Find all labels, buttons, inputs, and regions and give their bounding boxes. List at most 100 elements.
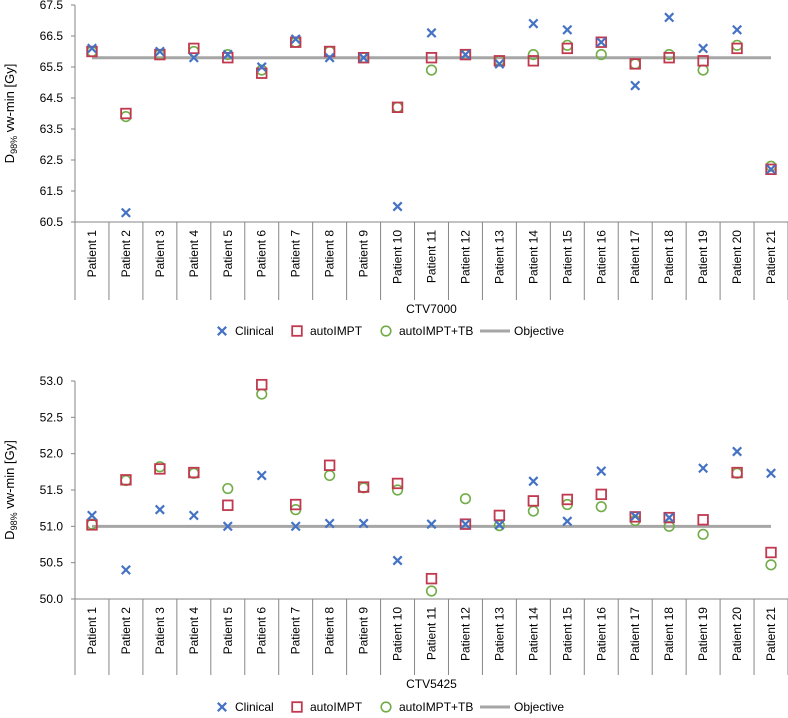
data-point-circle <box>425 64 438 76</box>
data-point-asterisk <box>562 24 573 35</box>
data-point-circle <box>595 501 607 513</box>
data-point-asterisk <box>630 80 641 91</box>
data-point-asterisk <box>154 46 165 57</box>
data-point-circle <box>120 110 132 123</box>
data-point-circle <box>222 482 234 495</box>
x-tick-label: Patient 3 <box>153 230 167 278</box>
y-tick-label: 50.0 <box>40 592 64 606</box>
data-point-asterisk <box>154 504 165 515</box>
y-axis-title: D98% vw-min [Gy] <box>2 440 19 540</box>
legend-item-clinical: Clinical <box>217 700 274 714</box>
x-tick-label: Patient 9 <box>357 607 371 655</box>
data-point-square <box>154 463 166 475</box>
data-point-asterisk-stroke-b <box>324 518 335 529</box>
x-tick-label: Patient 12 <box>458 607 472 661</box>
x-tick-label: Patient 7 <box>289 230 303 278</box>
data-point-asterisk <box>426 519 437 530</box>
x-tick-label: Patient 5 <box>221 230 235 278</box>
data-point-circle <box>527 48 539 61</box>
y-axis-title-rest: vw-min [Gy] <box>2 64 17 136</box>
data-point-square <box>391 477 404 490</box>
legend-item-autoIMPT_TB: autoIMPT+TB <box>380 324 473 338</box>
data-point-square <box>697 514 709 526</box>
legend-item-objective: Objective <box>480 324 564 338</box>
data-point-square <box>459 518 472 530</box>
data-point-asterisk <box>562 516 573 527</box>
data-point-asterisk-stroke-b <box>732 446 743 457</box>
data-point-square <box>222 52 234 64</box>
data-point-asterisk <box>188 52 199 63</box>
y-tick-label: 64.5 <box>40 91 64 105</box>
x-tick-label: Patient 10 <box>391 607 405 661</box>
data-point-asterisk-stroke-b <box>188 510 199 521</box>
x-tick-label: Patient 4 <box>187 230 201 278</box>
data-point-asterisk <box>358 52 369 63</box>
x-tick-label: Patient 18 <box>662 230 676 284</box>
data-point-asterisk-stroke-b <box>664 512 675 523</box>
x-tick-label: Patient 8 <box>323 607 337 655</box>
x-tick-label: Patient 13 <box>492 230 506 284</box>
data-point-asterisk-stroke-b <box>596 466 607 477</box>
data-point-square <box>256 378 268 391</box>
x-tick-label: Patient 11 <box>425 230 439 283</box>
data-point-asterisk <box>664 12 675 23</box>
y-tick-label: 66.5 <box>40 29 64 43</box>
data-point-asterisk-stroke-b <box>528 476 539 487</box>
legend-item-autoIMPT: autoIMPT <box>291 700 363 714</box>
data-point-asterisk-stroke-b <box>494 519 505 530</box>
data-point-asterisk-stroke-b <box>188 52 199 63</box>
data-point-asterisk-stroke-b <box>324 52 335 63</box>
data-point-circle <box>256 388 268 400</box>
data-point-asterisk <box>256 62 267 72</box>
y-tick-label: 52.5 <box>40 410 64 424</box>
chart-ctv5425: 50.0 50.5 51.0 51.5 52.0 52.5 53.0 D98% vw-min … <box>2 374 788 714</box>
x-tick-label: Patient 8 <box>323 230 337 278</box>
legend-label: autoIMPT <box>310 700 363 714</box>
data-point-asterisk-stroke-b <box>528 18 539 29</box>
data-point-square <box>629 58 641 70</box>
data-point-asterisk-stroke-b <box>392 555 403 566</box>
data-point-asterisk-stroke-b <box>562 516 573 527</box>
data-point-asterisk-stroke-b <box>698 43 709 54</box>
data-point-square <box>120 107 132 120</box>
x-tick-label: Patient 20 <box>730 230 744 284</box>
x-tick-label: Patient 12 <box>458 230 472 284</box>
data-point-square <box>289 36 302 48</box>
y-tick-label: 51.0 <box>40 519 64 533</box>
data-point-square <box>188 466 200 479</box>
data-point-asterisk <box>698 463 709 474</box>
x-tick-label: Patient 6 <box>255 230 269 278</box>
data-point-square <box>663 511 675 524</box>
data-point-circle <box>425 585 438 597</box>
data-point-asterisk-stroke-b <box>86 43 97 54</box>
data-point-asterisk-stroke-b <box>460 49 471 60</box>
y-axis-title-sub: 98% <box>9 136 19 154</box>
y-tick-label: 52.0 <box>40 447 64 461</box>
y-axis-title-main: D <box>2 530 17 539</box>
data-point-circle <box>731 39 743 51</box>
data-point-asterisk <box>732 24 743 35</box>
data-point-circle <box>391 101 404 113</box>
x-tick-label: Patient 15 <box>560 607 574 661</box>
x-tick-label: Patient 16 <box>594 607 608 661</box>
data-point-asterisk-stroke-b <box>154 46 165 57</box>
legend-marker-asterisk-stroke-b <box>217 326 227 336</box>
data-point-square <box>425 572 438 585</box>
data-point-square <box>323 459 336 471</box>
y-tick-label: 63.5 <box>40 122 64 136</box>
x-tick-label: Patient 19 <box>696 607 710 661</box>
data-point-asterisk-stroke-b <box>358 518 369 529</box>
data-point-circle <box>629 58 641 70</box>
data-point-asterisk-stroke-b <box>120 564 131 575</box>
data-point-square <box>222 499 234 511</box>
x-tick-label: Patient 9 <box>357 230 371 278</box>
y-tick-label: 65.5 <box>40 60 64 74</box>
x-tick-label: Patient 14 <box>526 230 540 284</box>
x-tick-label: Patient 13 <box>492 607 506 661</box>
data-point-asterisk <box>324 518 335 529</box>
data-point-square <box>86 519 98 531</box>
x-tick-label: Patient 17 <box>628 607 642 661</box>
data-point-asterisk-stroke-b <box>664 12 675 23</box>
data-point-asterisk-stroke-b <box>290 521 301 532</box>
